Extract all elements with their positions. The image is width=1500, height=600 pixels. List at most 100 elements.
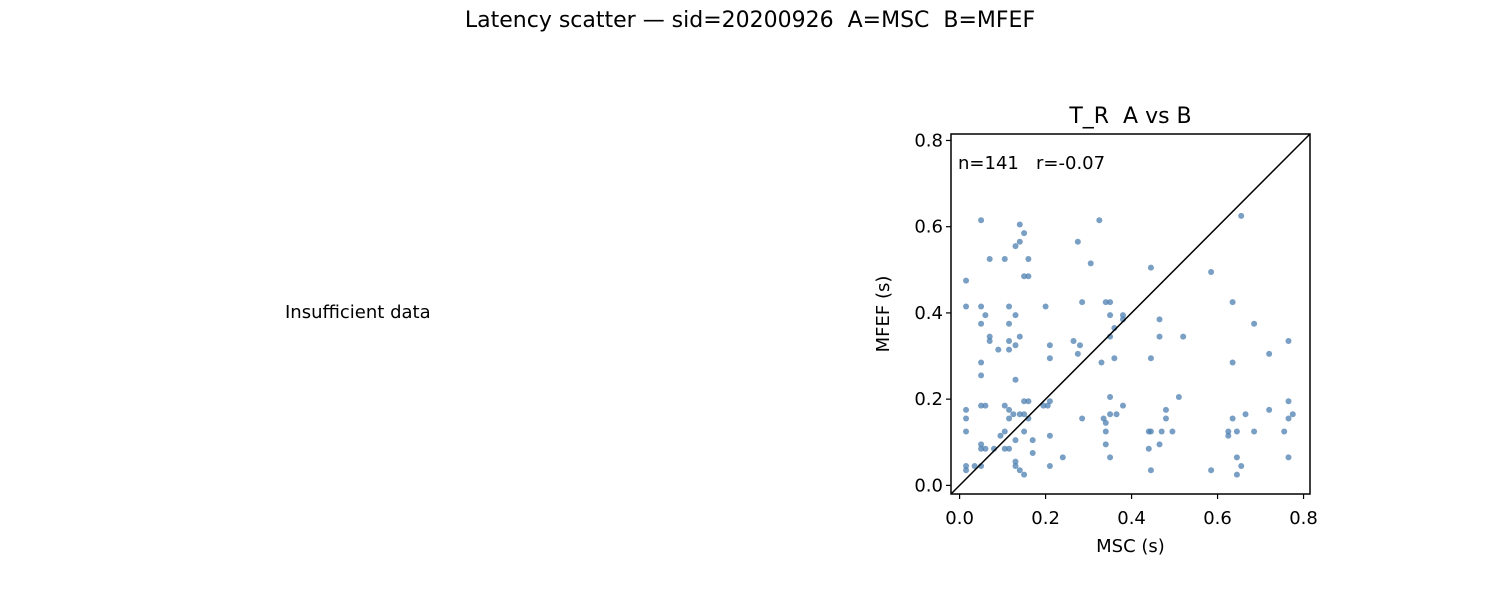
data-point [1147, 264, 1154, 271]
data-point [1107, 454, 1114, 461]
data-point [1046, 355, 1053, 362]
data-point [963, 406, 970, 413]
data-point [1006, 406, 1013, 413]
chart-title: T_R A vs B [1068, 104, 1191, 129]
data-point [963, 467, 970, 474]
y-tick-label: 0.2 [914, 389, 943, 410]
data-point [1285, 415, 1292, 422]
data-point [978, 372, 985, 379]
data-point [1025, 273, 1032, 280]
data-point [1021, 230, 1028, 237]
data-point [982, 402, 989, 409]
data-point [1012, 462, 1019, 469]
data-point [1025, 256, 1032, 263]
data-point [1079, 299, 1086, 306]
data-point [986, 333, 993, 340]
data-point [1046, 342, 1053, 349]
data-point [1098, 359, 1105, 366]
data-point [1285, 454, 1292, 461]
data-point [978, 441, 985, 448]
data-point [1006, 320, 1013, 327]
stats-annotation: n=141 r=-0.07 [958, 153, 1105, 174]
data-point [1102, 299, 1109, 306]
data-point [1040, 402, 1047, 409]
data-point [978, 303, 985, 310]
data-point [1102, 419, 1109, 426]
data-point [1147, 428, 1154, 435]
data-point [1070, 337, 1077, 344]
data-point [1233, 471, 1240, 478]
data-point [1059, 454, 1066, 461]
data-point [978, 320, 985, 327]
data-point [978, 445, 985, 452]
data-point [1156, 333, 1163, 340]
data-point [1225, 432, 1232, 439]
data-point [1016, 333, 1023, 340]
data-point [1208, 467, 1215, 474]
data-point [1107, 411, 1114, 418]
data-point [1233, 454, 1240, 461]
data-point [1229, 359, 1236, 366]
data-point [1076, 342, 1083, 349]
data-point [1113, 411, 1120, 418]
data-point [1102, 441, 1109, 448]
data-point [1021, 471, 1028, 478]
data-point [1229, 299, 1236, 306]
data-point [1102, 428, 1109, 435]
data-point [1180, 333, 1187, 340]
data-point [1046, 398, 1053, 405]
data-point [1156, 316, 1163, 323]
data-point [1242, 411, 1249, 418]
data-point [1021, 398, 1028, 405]
data-point [1012, 376, 1019, 383]
data-point [982, 312, 989, 319]
data-point [1251, 320, 1258, 327]
data-point [1158, 428, 1165, 435]
data-point [1021, 428, 1028, 435]
data-point [997, 432, 1004, 439]
data-point [1096, 217, 1103, 224]
data-point [1012, 458, 1019, 465]
data-point [986, 337, 993, 344]
data-point [1074, 238, 1081, 245]
data-point [1107, 312, 1114, 319]
data-point [1266, 350, 1273, 357]
data-point [1281, 428, 1288, 435]
data-point [1285, 398, 1292, 405]
data-point [963, 277, 970, 284]
data-point [1012, 312, 1019, 319]
data-point [1016, 238, 1023, 245]
x-tick-label: 0.0 [945, 508, 974, 529]
data-point [1111, 355, 1118, 362]
data-point [1016, 411, 1023, 418]
x-tick-label: 0.4 [1117, 508, 1146, 529]
data-point [1208, 268, 1215, 275]
data-point [1042, 303, 1049, 310]
data-point [978, 359, 985, 366]
data-point [1251, 428, 1258, 435]
data-point [1016, 467, 1023, 474]
data-point [1074, 350, 1081, 357]
data-point [978, 217, 985, 224]
data-point [1233, 428, 1240, 435]
data-point [1012, 437, 1019, 444]
data-point [986, 256, 993, 263]
data-point [1162, 406, 1169, 413]
data-point [1229, 415, 1236, 422]
data-point [1145, 445, 1152, 452]
y-tick-label: 0.4 [914, 303, 943, 324]
data-point [1021, 411, 1028, 418]
data-point [1006, 445, 1013, 452]
figure-title: Latency scatter — sid=20200926 A=MSC B=M… [464, 8, 1036, 33]
y-tick-label: 0.0 [914, 475, 943, 496]
data-point [1147, 355, 1154, 362]
data-point [1021, 273, 1028, 280]
data-point [1238, 462, 1245, 469]
data-point [1001, 256, 1008, 263]
y-axis-label: MFEF (s) [873, 276, 894, 353]
empty-panel-message: Insufficient data [285, 302, 431, 323]
data-point [1147, 467, 1154, 474]
data-point [1006, 337, 1013, 344]
data-point [1107, 299, 1114, 306]
